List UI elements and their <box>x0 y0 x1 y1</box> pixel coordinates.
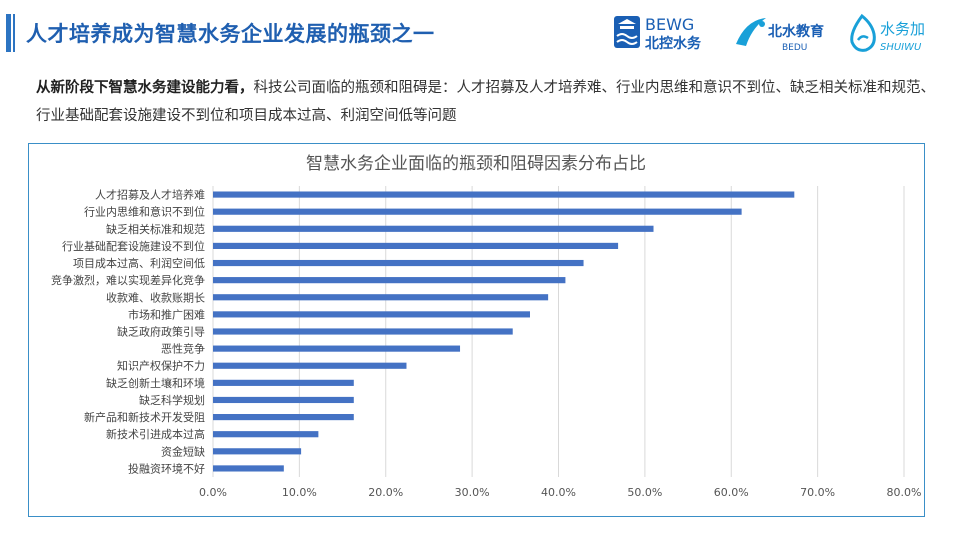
bar <box>213 277 566 284</box>
category-label: 恶性竞争 <box>161 342 205 356</box>
category-label: 新产品和新技术开发受阻 <box>84 410 205 424</box>
category-label: 投融资环境不好 <box>128 461 205 475</box>
category-label: 市场和推广困难 <box>128 307 205 321</box>
category-label: 缺乏创新土壤和环境 <box>106 376 205 390</box>
intro-paragraph: 从新阶段下智慧水务建设能力看，科技公司面临的瓶颈和阻碍是：人才招募及人才培养难、… <box>36 74 936 130</box>
category-label: 缺乏科学规划 <box>139 393 205 407</box>
title-accent-bar <box>6 14 11 52</box>
shuiwu-logo-line2: SHUIWU <box>880 42 922 53</box>
chart-container: 智慧水务企业面临的瓶颈和阻碍因素分布占比 0.0% 10.0% 20.0% 30.0% 4… <box>28 143 925 517</box>
category-label: 收款难、收款账期长 <box>106 290 205 304</box>
bar <box>213 431 319 438</box>
bar <box>213 396 354 404</box>
category-label: 行业基础配套设施建设不到位 <box>62 239 205 253</box>
x-tick-label: 30.0% <box>455 486 490 499</box>
category-label: 项目成本过高、利润空间低 <box>73 256 205 270</box>
x-tick-label: 60.0% <box>714 486 749 499</box>
bar <box>213 345 461 352</box>
category-label: 行业内思维和意识不到位 <box>84 205 205 219</box>
shuiwu-logo: 水务加 SHUIWU <box>850 13 925 53</box>
bewg-logo-line1: BEWG <box>645 15 694 34</box>
page-title: 人才培养成为智慧水务企业发展的瓶颈之一 <box>26 22 435 46</box>
bar <box>213 259 584 267</box>
bar <box>213 379 354 386</box>
intro-body: 科技公司面临的瓶颈和阻碍是：人才招募及人才培养难、行业内思维和意识不到位、缺乏相… <box>36 80 935 124</box>
bar <box>213 362 407 369</box>
x-tick-label: 40.0% <box>541 486 576 499</box>
category-label: 竞争激烈，难以实现差异化竞争 <box>51 273 205 287</box>
bewg-logo-line2: 北控水务 <box>645 35 702 52</box>
category-label: 缺乏相关标准和规范 <box>106 222 205 236</box>
bar <box>213 328 513 335</box>
category-label: 人才招募及人才培养难 <box>95 188 205 202</box>
intro-lead: 从新阶段下智慧水务建设能力看， <box>36 80 254 96</box>
category-label: 知识产权保护不力 <box>117 359 205 373</box>
bar <box>213 311 530 318</box>
bar-chart: 智慧水务企业面临的瓶颈和阻碍因素分布占比 0.0% 10.0% 20.0% 30.0% 4… <box>51 154 922 499</box>
bewg-logo: BEWG 北控水务 <box>614 15 702 52</box>
bar <box>213 414 354 421</box>
bar <box>213 242 619 249</box>
logo-group: BEWG 北控水务 北水教育 BEDU 水务加 SHUIWU <box>604 10 944 58</box>
bedu-logo-line1: 北水教育 <box>768 23 824 40</box>
bar <box>213 225 654 232</box>
x-tick-label: 70.0% <box>800 486 835 499</box>
title-accent-line <box>13 14 15 52</box>
shuiwu-logo-line1: 水务加 <box>880 20 925 38</box>
x-tick-label: 10.0% <box>282 486 317 499</box>
bar <box>213 208 742 215</box>
x-tick-label: 50.0% <box>627 486 662 499</box>
bar <box>213 448 302 455</box>
bar <box>213 465 284 472</box>
x-tick-label: 20.0% <box>368 486 403 499</box>
category-label: 资金短缺 <box>161 444 205 458</box>
bedu-logo: 北水教育 BEDU <box>736 18 824 53</box>
bar <box>213 191 795 198</box>
bedu-logo-line2: BEDU <box>782 43 807 53</box>
category-label: 缺乏政府政策引导 <box>117 325 205 339</box>
bar <box>213 294 549 301</box>
title-bar: 人才培养成为智慧水务企业发展的瓶颈之一 <box>0 14 960 52</box>
chart-title: 智慧水务企业面临的瓶颈和阻碍因素分布占比 <box>306 154 646 174</box>
x-tick-label: 0.0% <box>199 486 227 499</box>
x-tick-label: 80.0% <box>887 486 922 499</box>
category-label: 新技术引进成本过高 <box>106 427 205 441</box>
